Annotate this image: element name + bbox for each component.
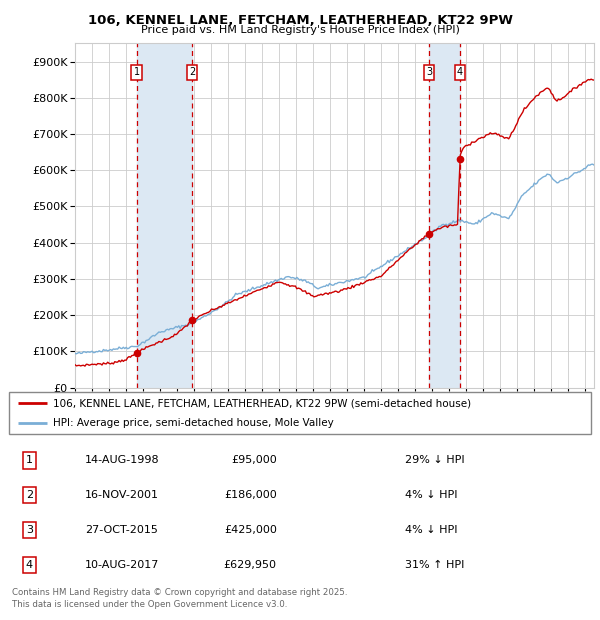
Text: This data is licensed under the Open Government Licence v3.0.: This data is licensed under the Open Gov… xyxy=(12,600,287,609)
Bar xyxy=(429,43,460,388)
Text: 2: 2 xyxy=(189,68,195,78)
Text: 29% ↓ HPI: 29% ↓ HPI xyxy=(405,456,464,466)
Text: Contains HM Land Registry data © Crown copyright and database right 2025.: Contains HM Land Registry data © Crown c… xyxy=(12,588,347,597)
Text: 27-OCT-2015: 27-OCT-2015 xyxy=(85,525,158,535)
Text: 4: 4 xyxy=(457,68,463,78)
Text: 1: 1 xyxy=(133,68,140,78)
Text: 10-AUG-2017: 10-AUG-2017 xyxy=(85,560,159,570)
Text: £95,000: £95,000 xyxy=(231,456,277,466)
FancyBboxPatch shape xyxy=(9,392,591,434)
Text: 4: 4 xyxy=(26,560,33,570)
Text: 14-AUG-1998: 14-AUG-1998 xyxy=(85,456,159,466)
Text: HPI: Average price, semi-detached house, Mole Valley: HPI: Average price, semi-detached house,… xyxy=(53,418,334,428)
Text: 106, KENNEL LANE, FETCHAM, LEATHERHEAD, KT22 9PW: 106, KENNEL LANE, FETCHAM, LEATHERHEAD, … xyxy=(88,14,512,27)
Text: £425,000: £425,000 xyxy=(224,525,277,535)
Bar xyxy=(137,43,192,388)
Text: 106, KENNEL LANE, FETCHAM, LEATHERHEAD, KT22 9PW (semi-detached house): 106, KENNEL LANE, FETCHAM, LEATHERHEAD, … xyxy=(53,398,471,408)
Text: £186,000: £186,000 xyxy=(224,490,277,500)
Text: 31% ↑ HPI: 31% ↑ HPI xyxy=(405,560,464,570)
Text: 3: 3 xyxy=(426,68,433,78)
Text: 1: 1 xyxy=(26,456,33,466)
Text: 3: 3 xyxy=(26,525,33,535)
Text: £629,950: £629,950 xyxy=(224,560,277,570)
Text: 16-NOV-2001: 16-NOV-2001 xyxy=(85,490,158,500)
Text: 4% ↓ HPI: 4% ↓ HPI xyxy=(405,525,457,535)
Text: 4% ↓ HPI: 4% ↓ HPI xyxy=(405,490,457,500)
Text: Price paid vs. HM Land Registry's House Price Index (HPI): Price paid vs. HM Land Registry's House … xyxy=(140,25,460,35)
Text: 2: 2 xyxy=(26,490,33,500)
